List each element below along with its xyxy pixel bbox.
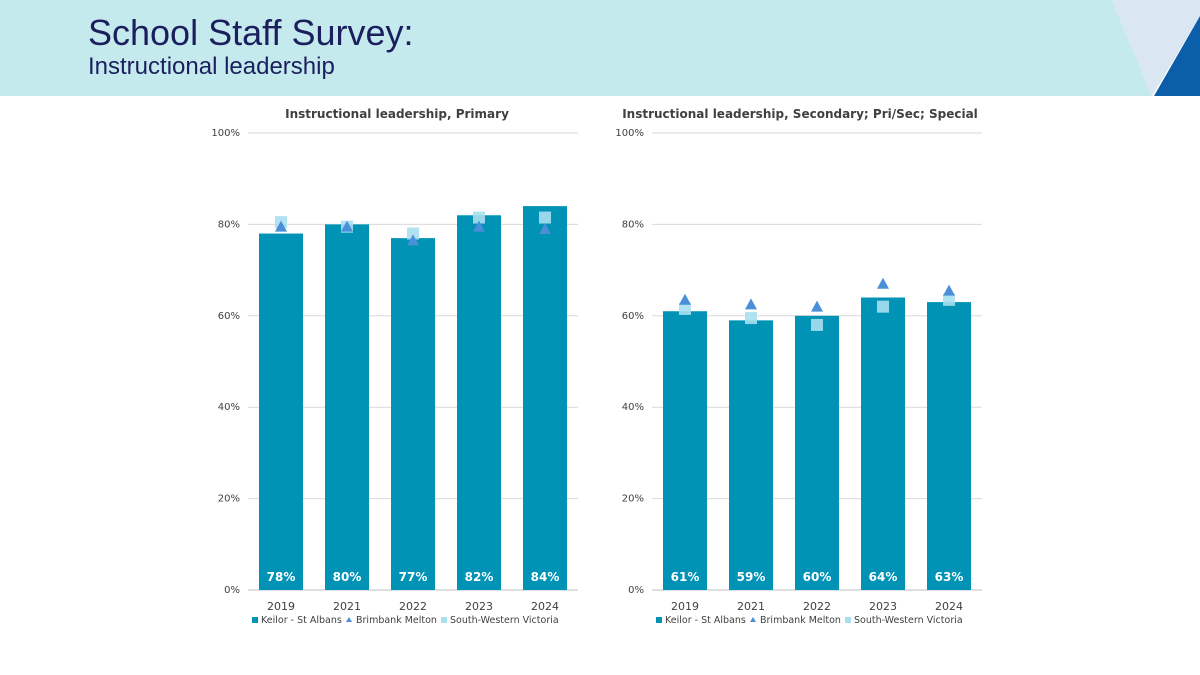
legend: Keilor - St Albans Brimbank Melton South-W… [656, 615, 963, 626]
y-tick-label: 80% [218, 219, 240, 230]
page-subtitle: Instructional leadership [88, 53, 335, 80]
legend-swatch-triangle [346, 617, 352, 622]
x-tick-label: 2024 [531, 600, 559, 613]
triangle-marker [679, 293, 691, 305]
data-label: 84% [531, 570, 560, 584]
square-marker [539, 211, 551, 224]
legend-label: South-Western Victoria [450, 615, 559, 626]
data-label: 77% [399, 570, 428, 584]
square-marker [407, 227, 419, 240]
square-marker [679, 302, 691, 315]
chart-title: Instructional leadership, Primary [285, 107, 509, 121]
bar [523, 206, 567, 590]
triangle-marker [341, 220, 353, 232]
banner-background [0, 0, 1152, 96]
x-tick-label: 2022 [399, 600, 427, 613]
corner-light-shape [1112, 0, 1200, 96]
triangle-marker [407, 234, 419, 246]
bar [259, 233, 303, 591]
y-tick-label: 20% [622, 494, 644, 505]
legend-label: Keilor - St Albans [665, 615, 746, 626]
legend-swatch-bar [656, 617, 662, 623]
corner-dark-shape [1154, 16, 1200, 96]
x-tick-label: 2024 [935, 600, 963, 613]
triangle-marker [539, 222, 551, 234]
x-tick-label: 2022 [803, 600, 831, 613]
legend: Keilor - St Albans Brimbank Melton South-W… [252, 615, 559, 626]
data-label: 63% [935, 570, 964, 584]
y-tick-label: 0% [628, 585, 644, 596]
square-marker [811, 318, 823, 331]
bar [861, 297, 905, 590]
legend-swatch-bar [252, 617, 258, 623]
data-label: 61% [671, 570, 700, 584]
y-tick-label: 100% [211, 128, 240, 139]
legend-swatch-triangle [750, 617, 756, 622]
legend-label: South-Western Victoria [854, 615, 963, 626]
y-tick-label: 0% [224, 585, 240, 596]
x-tick-label: 2021 [333, 600, 361, 613]
square-marker [877, 300, 889, 313]
triangle-marker [745, 298, 757, 310]
data-label: 78% [267, 570, 296, 584]
triangle-marker [473, 220, 485, 232]
chart-2: Instructional leadership, Secondary; Pri… [615, 107, 982, 626]
legend-label: Brimbank Melton [356, 615, 437, 626]
y-tick-label: 100% [615, 128, 644, 139]
bar [795, 315, 839, 590]
y-tick-label: 40% [622, 402, 644, 413]
data-label: 60% [803, 570, 832, 584]
data-label: 64% [869, 570, 898, 584]
legend-swatch-square [441, 617, 447, 623]
x-tick-label: 2023 [869, 600, 897, 613]
bar [391, 238, 435, 591]
y-tick-label: 80% [622, 219, 644, 230]
square-marker [745, 312, 757, 325]
legend-label: Brimbank Melton [760, 615, 841, 626]
header-banner: School Staff Survey: Instructional leade… [0, 0, 1200, 96]
triangle-marker [811, 300, 823, 312]
square-marker [473, 211, 485, 224]
triangle-marker [877, 277, 889, 289]
data-label: 59% [737, 570, 766, 584]
bar [729, 320, 773, 590]
banner-graphic [0, 0, 1200, 96]
legend-label: Keilor - St Albans [261, 615, 342, 626]
chart-title: Instructional leadership, Secondary; Pri… [622, 107, 978, 121]
bar [663, 311, 707, 590]
x-tick-label: 2023 [465, 600, 493, 613]
square-marker [943, 293, 955, 306]
triangle-marker [943, 284, 955, 296]
x-tick-label: 2019 [671, 600, 699, 613]
triangle-marker [275, 220, 287, 232]
y-tick-label: 60% [622, 311, 644, 322]
page-title: School Staff Survey: [88, 12, 414, 53]
data-label: 80% [333, 570, 362, 584]
bar [325, 224, 369, 590]
y-tick-label: 20% [218, 494, 240, 505]
y-tick-label: 60% [218, 311, 240, 322]
bar [927, 302, 971, 590]
y-tick-label: 40% [218, 402, 240, 413]
chart-1: Instructional leadership, Primary 0% 20% 40… [211, 107, 578, 626]
bar [457, 215, 501, 590]
data-label: 82% [465, 570, 494, 584]
x-tick-label: 2021 [737, 600, 765, 613]
x-tick-label: 2019 [267, 600, 295, 613]
legend-swatch-square [845, 617, 851, 623]
